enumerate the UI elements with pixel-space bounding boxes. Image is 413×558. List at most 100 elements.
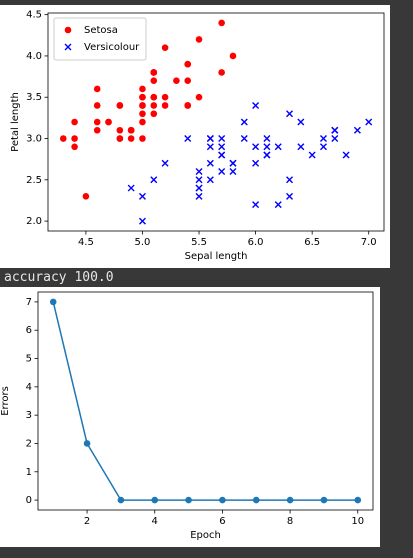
- point: [184, 77, 192, 85]
- x-tick-label: 6.0: [248, 237, 264, 248]
- point: [331, 126, 339, 134]
- x-tick-label: 2: [84, 516, 90, 527]
- point: [218, 151, 226, 159]
- point: [263, 135, 271, 143]
- legend-box: [53, 17, 147, 61]
- point: [184, 60, 192, 68]
- y-tick-label: 0: [26, 495, 32, 506]
- output-text: accuracy 100.0: [4, 270, 114, 285]
- point: [93, 85, 101, 93]
- point: [83, 440, 91, 447]
- point: [263, 143, 271, 151]
- point: [150, 77, 158, 85]
- point: [150, 93, 158, 101]
- point: [195, 93, 203, 101]
- x-tick-label: 6: [219, 516, 225, 527]
- point: [116, 126, 124, 134]
- point: [139, 110, 146, 118]
- point: [206, 143, 214, 151]
- point: [218, 135, 226, 143]
- x-tick-label: 7.0: [361, 237, 377, 248]
- point: [206, 135, 214, 143]
- legend-marker: [64, 26, 72, 34]
- point: [139, 85, 146, 93]
- y-tick-label: 4.5: [26, 10, 42, 21]
- point: [297, 118, 305, 126]
- x-tick-label: 10: [351, 516, 364, 527]
- point: [116, 102, 124, 109]
- point: [93, 126, 101, 134]
- point: [252, 143, 260, 151]
- point: [353, 126, 361, 134]
- point: [151, 496, 159, 504]
- point: [71, 135, 78, 142]
- plot-frame: [47, 12, 385, 232]
- point: [116, 135, 124, 142]
- point: [161, 102, 169, 109]
- point: [161, 93, 169, 101]
- point: [71, 118, 78, 126]
- y-tick-label: 6: [26, 325, 32, 336]
- legend-label: Setosa: [84, 25, 118, 36]
- y-tick-label: 3.0: [26, 134, 42, 145]
- x-tick-label: 4.5: [78, 237, 94, 248]
- point: [218, 19, 225, 27]
- point: [342, 151, 350, 159]
- y-tick-label: 4.0: [26, 51, 42, 62]
- x-axis-label: Sepal length: [185, 251, 248, 262]
- point: [138, 192, 146, 200]
- point: [71, 143, 78, 151]
- point: [286, 192, 294, 200]
- point: [252, 201, 260, 209]
- point: [138, 217, 146, 225]
- point: [127, 184, 135, 192]
- point: [218, 69, 225, 76]
- point: [139, 102, 146, 109]
- y-tick-label: 2.0: [26, 216, 42, 227]
- point: [308, 151, 316, 159]
- point: [286, 496, 294, 504]
- y-tick-label: 3: [26, 410, 32, 421]
- point: [195, 36, 203, 43]
- point: [195, 176, 203, 184]
- point: [93, 118, 101, 126]
- point: [206, 159, 214, 167]
- x-tick-label: 5.5: [191, 237, 207, 248]
- scatter-figure: 4.5 5.0 5.5 6.0 6.5 7.0 2.0 2.5 3.0 3.5 4.0 4.5 Sepa…: [0, 5, 390, 268]
- point: [319, 135, 327, 143]
- point: [240, 118, 248, 126]
- point: [93, 102, 101, 109]
- plot-frame: [37, 291, 374, 511]
- point: [161, 159, 169, 167]
- y-tick-label: 7: [26, 297, 32, 308]
- point: [82, 193, 90, 200]
- y-axis-label: Petal length: [10, 92, 21, 152]
- x-tick-label: 4: [152, 516, 158, 527]
- point: [319, 143, 327, 151]
- point: [218, 168, 226, 176]
- x-tick-label: 5.0: [135, 237, 151, 248]
- point: [139, 118, 146, 126]
- point: [274, 143, 282, 151]
- point: [354, 496, 362, 504]
- point: [184, 135, 192, 143]
- point: [117, 496, 125, 504]
- point: [252, 159, 260, 167]
- point: [59, 135, 67, 142]
- point: [150, 102, 158, 109]
- legend-label: Versicolour: [84, 42, 140, 53]
- point: [320, 496, 328, 504]
- point: [185, 496, 192, 504]
- point: [173, 77, 180, 85]
- x-tick-label: 6.5: [304, 237, 320, 248]
- point: [195, 168, 203, 176]
- point: [240, 135, 248, 143]
- line-figure: 2 4 6 8 10 0 1 2 3 4 5 6 7 Epoch Errors: [0, 287, 380, 547]
- point: [206, 176, 214, 184]
- point: [229, 52, 237, 60]
- point: [263, 151, 271, 159]
- point: [219, 496, 226, 504]
- point: [150, 176, 158, 184]
- point: [139, 135, 146, 142]
